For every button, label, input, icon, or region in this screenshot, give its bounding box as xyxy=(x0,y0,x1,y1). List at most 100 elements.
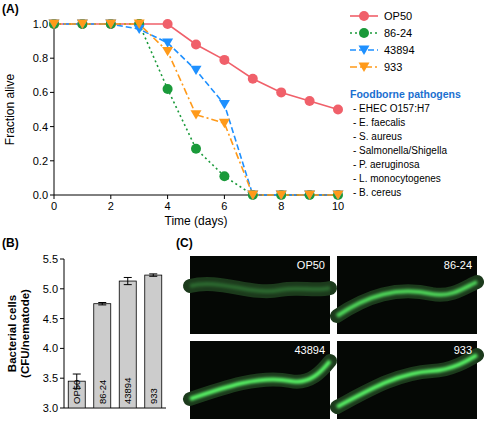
worm-body xyxy=(337,282,477,316)
image-background xyxy=(337,256,477,334)
y-tick-label: 5.5 xyxy=(43,253,58,265)
point xyxy=(333,191,344,200)
point xyxy=(162,47,173,56)
axes: 0.00.20.40.60.81.00246810Time (days)Frac… xyxy=(3,18,344,228)
y-tick xyxy=(60,348,64,349)
y-tick xyxy=(50,92,54,93)
error-bar xyxy=(98,303,106,305)
y-tick xyxy=(50,160,54,161)
fluorescence xyxy=(190,284,330,291)
y-tick-label: 0.4 xyxy=(33,121,48,133)
y-axis-title: Bacterial cells(CFU/nematode) xyxy=(6,289,31,378)
image-background xyxy=(337,341,477,419)
point xyxy=(247,191,258,200)
legend-marker xyxy=(359,63,370,72)
point xyxy=(162,38,173,47)
plot-area xyxy=(49,19,344,200)
point xyxy=(248,74,258,84)
x-axis-title: Time (days) xyxy=(165,214,228,228)
annotation-list: Foodborne pathogens - EHEC O157:H7 - E. fa… xyxy=(350,88,461,198)
image-background xyxy=(190,341,330,419)
panel-label: (B) xyxy=(2,236,19,250)
y-tick-label: 1.0 xyxy=(33,18,48,30)
micrograph: 933 xyxy=(337,341,477,419)
point xyxy=(333,191,344,200)
point xyxy=(304,191,315,200)
point xyxy=(163,84,173,94)
bar xyxy=(119,281,136,408)
point xyxy=(49,20,60,29)
category-label: 933 xyxy=(148,388,159,404)
point xyxy=(219,55,229,65)
point xyxy=(77,19,87,29)
point xyxy=(106,19,116,29)
series-line xyxy=(54,24,338,110)
point xyxy=(49,20,60,29)
point xyxy=(276,191,287,200)
y-tick xyxy=(60,408,64,409)
annotation-item: - B. cereus xyxy=(353,187,401,198)
x-tick-label: 2 xyxy=(108,200,114,212)
y-tick xyxy=(50,126,54,127)
category-label: OP50 xyxy=(71,380,82,404)
annotation-item: - E. faecalis xyxy=(353,117,405,128)
x-tick-label: 10 xyxy=(332,200,344,212)
point xyxy=(77,20,88,29)
y-tick xyxy=(60,259,64,260)
fluorescence xyxy=(337,282,477,316)
point xyxy=(333,105,343,115)
x-tick-label: 4 xyxy=(165,200,171,212)
fluorescence xyxy=(190,361,330,399)
y-axis-title: Fraction alive xyxy=(3,74,17,146)
legend-label: 86-24 xyxy=(384,27,412,39)
y-tick-label: 3.0 xyxy=(43,402,58,414)
point xyxy=(305,96,315,106)
annotation-item: - P. aeruginosa xyxy=(353,159,420,170)
point xyxy=(77,20,88,29)
series-line xyxy=(54,24,338,195)
legend-label: 933 xyxy=(384,61,402,73)
annotation-item: - S. aureus xyxy=(353,131,402,142)
category-label: 43894 xyxy=(122,378,133,404)
point xyxy=(191,110,202,119)
bar-labels: OP5086-2443894933 xyxy=(71,378,159,404)
point xyxy=(134,20,145,29)
series-line xyxy=(54,24,338,195)
point xyxy=(105,20,116,29)
y-tick-label: 5.0 xyxy=(43,283,58,295)
legend-marker xyxy=(359,46,370,55)
annotation-item: - Salmonella/Shigella xyxy=(353,145,447,156)
point xyxy=(304,191,315,200)
y-tick xyxy=(60,318,64,319)
point xyxy=(77,19,87,29)
bar xyxy=(145,275,162,408)
point xyxy=(49,19,59,29)
annotation-heading: Foodborne pathogens xyxy=(350,88,461,100)
image-background xyxy=(190,256,330,334)
annotation-item: - EHEC O157:H7 xyxy=(353,103,430,114)
legend-label: 43894 xyxy=(384,44,415,56)
y-axis xyxy=(54,24,55,195)
point xyxy=(276,87,286,97)
bar xyxy=(94,304,111,408)
plot-area xyxy=(68,274,162,408)
point xyxy=(191,40,201,50)
y-tick-label: 0.6 xyxy=(33,86,48,98)
point xyxy=(276,190,286,200)
image-label: 86-24 xyxy=(444,259,472,271)
x-tick xyxy=(110,195,111,199)
series-line xyxy=(54,24,338,195)
micrograph: OP50 xyxy=(190,256,330,334)
y-tick-label: 0.2 xyxy=(33,155,48,167)
point xyxy=(191,144,201,154)
point xyxy=(219,171,229,181)
worm-body xyxy=(190,361,330,399)
point xyxy=(105,20,116,29)
x-tick-label: 8 xyxy=(278,200,284,212)
x-tick xyxy=(167,195,168,199)
fluorescence xyxy=(337,355,477,407)
y-axis xyxy=(64,259,65,408)
point xyxy=(305,190,315,200)
y-tick-label: 0.8 xyxy=(33,52,48,64)
image-label: 43894 xyxy=(294,344,325,356)
